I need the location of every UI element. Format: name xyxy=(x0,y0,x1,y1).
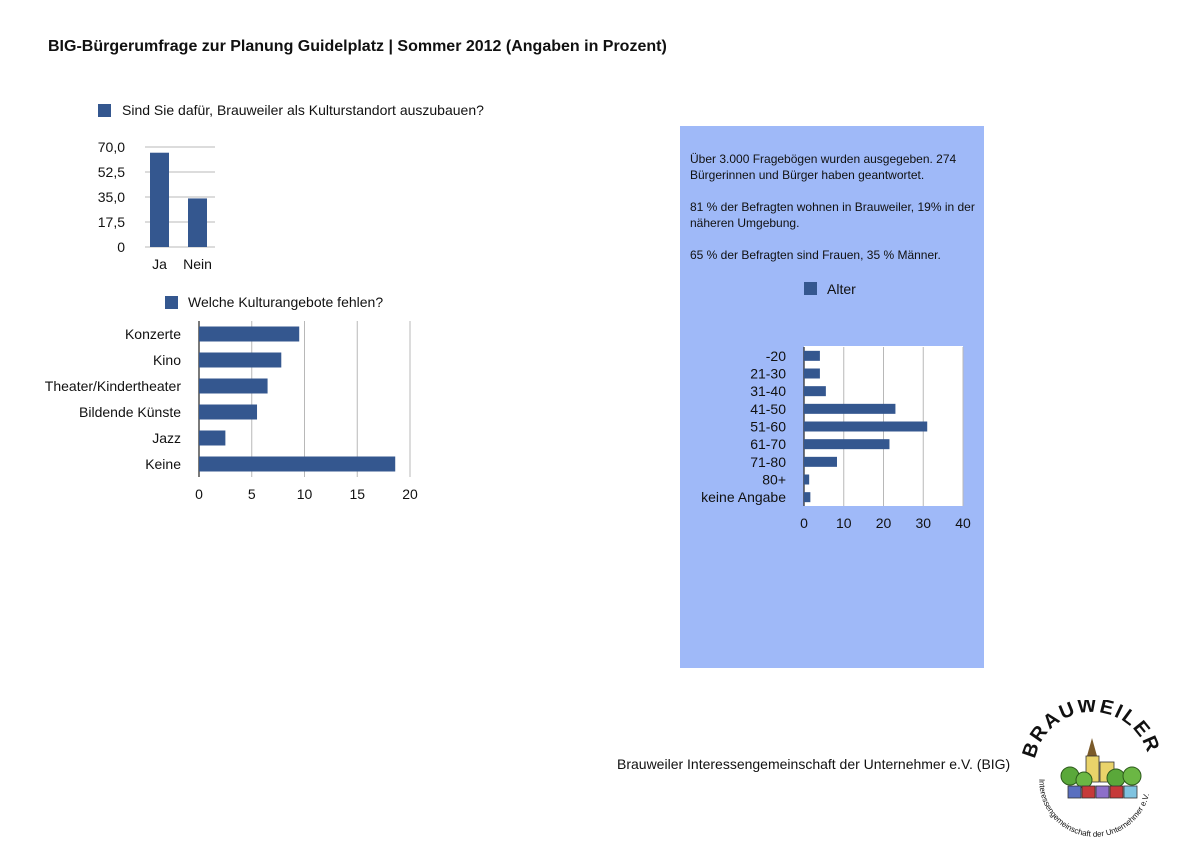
brauweiler-logo: BRAUWEILER Interessengemeinschaft der Un… xyxy=(1018,700,1162,839)
legend-swatch xyxy=(804,282,817,295)
legend-swatch xyxy=(98,104,111,117)
category-label: Kino xyxy=(153,352,181,368)
x-category-label: Nein xyxy=(183,256,212,272)
x-tick-label: 20 xyxy=(402,486,418,502)
tree-icon xyxy=(1106,768,1126,788)
category-label: Konzerte xyxy=(125,326,181,342)
bar xyxy=(804,421,928,432)
legend-label: Sind Sie dafür, Brauweiler als Kultursta… xyxy=(122,102,484,118)
bar xyxy=(804,386,826,397)
y-tick-label: 35,0 xyxy=(98,189,125,205)
info-residence: 81 % der Befragten wohnen in Brauweiler,… xyxy=(690,200,975,230)
bar xyxy=(199,326,300,342)
category-label: -20 xyxy=(766,348,786,364)
x-category-label: Ja xyxy=(152,256,167,272)
x-tick-label: 0 xyxy=(195,486,203,502)
house-icon xyxy=(1109,785,1124,799)
x-tick-label: 20 xyxy=(876,515,892,531)
house-icon xyxy=(1067,785,1082,799)
info-responses: Über 3.000 Fragebögen wurden ausgegeben.… xyxy=(690,152,957,182)
chart-kulturangebote: Welche Kulturangebote fehlen? Konzerte Ki… xyxy=(45,294,418,502)
info-text: Über 3.000 Fragebögen wurden ausgegeben.… xyxy=(690,151,980,279)
bar xyxy=(150,152,169,247)
bar xyxy=(804,474,810,485)
category-label: 51-60 xyxy=(750,419,786,435)
tree-icon xyxy=(1122,766,1142,786)
bar xyxy=(804,456,837,467)
bar xyxy=(804,403,896,414)
bar xyxy=(199,378,268,394)
x-tick-label: 40 xyxy=(955,515,971,531)
legend-label: Welche Kulturangebote fehlen? xyxy=(188,294,383,310)
y-tick-label: 17,5 xyxy=(98,214,125,230)
category-label: Bildende Künste xyxy=(79,404,181,420)
page-title: BIG-Bürgerumfrage zur Planung Guidelplat… xyxy=(48,38,667,55)
category-label: 71-80 xyxy=(750,454,786,470)
house-icon xyxy=(1081,785,1096,799)
bar xyxy=(199,456,396,472)
x-tick-label: 10 xyxy=(297,486,313,502)
legend-swatch xyxy=(165,296,178,309)
x-tick-label: 5 xyxy=(248,486,256,502)
category-label: Keine xyxy=(145,456,181,472)
category-label: keine Angabe xyxy=(701,489,786,505)
y-tick-label: 0 xyxy=(117,239,125,255)
tree-icon xyxy=(1075,771,1093,789)
x-tick-label: 10 xyxy=(836,515,852,531)
info-gender: 65 % der Befragten sind Frauen, 35 % Män… xyxy=(690,248,941,262)
bar xyxy=(199,404,258,420)
x-tick-label: 15 xyxy=(349,486,365,502)
category-label: 21-30 xyxy=(750,366,786,382)
bar xyxy=(804,492,811,503)
category-label: 31-40 xyxy=(750,383,786,399)
bar xyxy=(804,368,820,379)
x-tick-label: 0 xyxy=(800,515,808,531)
bar xyxy=(199,430,226,446)
bar xyxy=(804,439,890,450)
house-icon xyxy=(1095,785,1110,799)
chart-kulturstandort: Sind Sie dafür, Brauweiler als Kultursta… xyxy=(98,102,484,272)
category-label: 61-70 xyxy=(750,436,786,452)
category-label: 41-50 xyxy=(750,401,786,417)
legend-label: Alter xyxy=(827,281,856,297)
church-tower-icon xyxy=(1087,738,1097,756)
category-label: 80+ xyxy=(762,472,786,488)
category-label: Jazz xyxy=(152,430,181,446)
bar xyxy=(188,198,207,247)
x-tick-label: 30 xyxy=(915,515,931,531)
bar xyxy=(804,350,820,361)
bar xyxy=(199,352,282,368)
y-tick-label: 52,5 xyxy=(98,164,125,180)
y-tick-label: 70,0 xyxy=(98,139,125,155)
house-icon xyxy=(1123,785,1138,799)
category-label: Theater/Kindertheater xyxy=(45,378,182,394)
footer-org: Brauweiler Interessengemeinschaft der Un… xyxy=(617,756,1011,772)
